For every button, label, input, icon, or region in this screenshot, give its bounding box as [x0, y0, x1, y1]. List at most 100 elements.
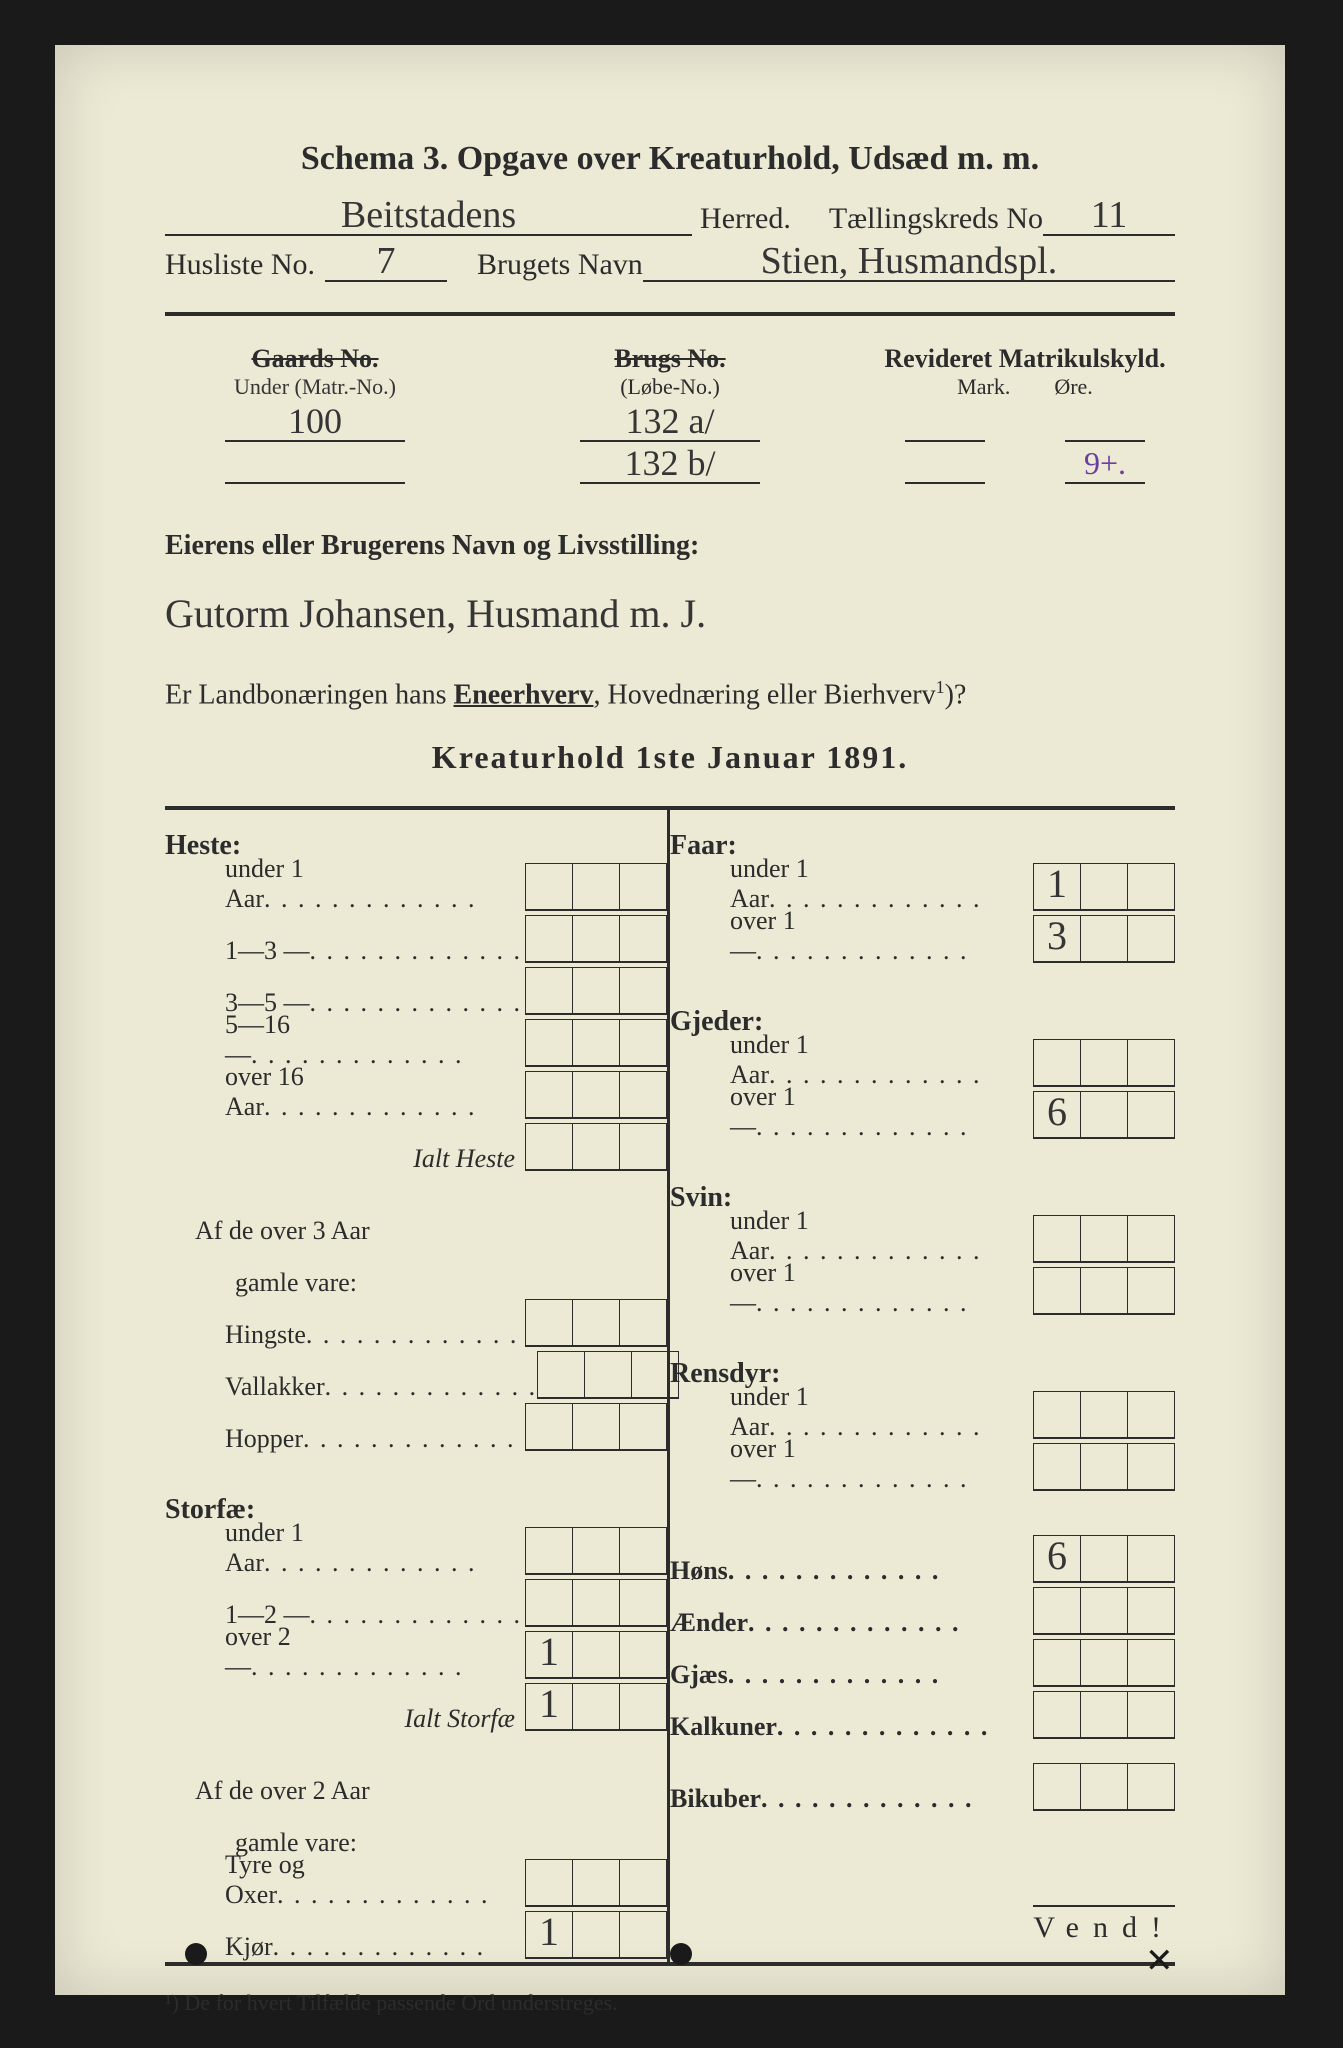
erhverv-line: Er Landbonæringen hans Eneerhverv, Hoved… — [165, 677, 1175, 711]
value-cell — [1128, 1267, 1175, 1315]
value-cell — [620, 1579, 667, 1627]
value-cell — [1033, 1639, 1081, 1687]
value-cells: 1 — [525, 1683, 667, 1734]
value-cells — [1033, 1267, 1175, 1318]
value-cell — [525, 1527, 573, 1575]
table-row: over 16 Aar — [165, 1070, 667, 1122]
row-label: Hopper — [165, 1424, 525, 1454]
value-cell — [525, 967, 573, 1015]
brugs-value-1: 132 a/ — [580, 404, 760, 442]
gaards-value: 100 — [225, 404, 405, 442]
table-row: Kjør1 — [165, 1910, 667, 1962]
content-area: Schema 3. Opgave over Kreaturhold, Udsæd… — [165, 140, 1175, 2038]
table-row: Bikuber — [670, 1762, 1175, 1814]
row-label: over 1 — — [670, 906, 1033, 966]
row-label: under 1 Aar — [670, 1030, 1033, 1090]
table-title: Kreaturhold 1ste Januar 1891. — [165, 739, 1175, 776]
value-cells: 1 — [1033, 863, 1175, 914]
taellingskreds-value: 11 — [1043, 200, 1175, 236]
owner-value: Gutorm Johansen, Husmand m. J. — [165, 590, 1175, 637]
ore-value: 9+. — [1065, 446, 1145, 484]
value-cell: 1 — [525, 1911, 573, 1959]
value-cell — [620, 1403, 667, 1451]
value-cell — [1128, 1763, 1175, 1811]
punch-hole-mid — [670, 1943, 692, 1965]
value-cell — [525, 863, 573, 911]
value-cell — [1081, 1267, 1128, 1315]
value-cell — [573, 1071, 620, 1119]
matrikul-row: Gaards No. Under (Matr.-No.) 100 Brugs N… — [165, 344, 1175, 484]
value-cell — [1081, 1587, 1128, 1635]
gaards-matr-label: Under (Matr.-No.) — [165, 374, 465, 400]
value-cell — [525, 1403, 573, 1451]
ore-label: Øre. — [1054, 374, 1092, 399]
value-cell — [1033, 1391, 1081, 1439]
value-cell — [1128, 1215, 1175, 1263]
value-cell — [1081, 1691, 1128, 1739]
value-cell — [1128, 1091, 1175, 1139]
form-title: Schema 3. Opgave over Kreaturhold, Udsæd… — [165, 140, 1175, 178]
row-label: over 2 — — [165, 1622, 525, 1682]
value-cells: 3 — [1033, 915, 1175, 966]
value-cell — [1081, 1039, 1128, 1087]
value-cell — [1033, 1267, 1081, 1315]
vend-label: Vend! — [1033, 1905, 1175, 1945]
brugs-no-label: Brugs No. — [520, 344, 820, 374]
value-cell — [620, 1859, 667, 1907]
husliste-value: 7 — [325, 246, 447, 282]
row-label: Bikuber — [670, 1784, 1033, 1814]
value-cell — [573, 1299, 620, 1347]
row-label: under 1 Aar — [670, 1206, 1033, 1266]
value-cells — [1033, 1215, 1175, 1266]
row-label: Gjæs — [670, 1660, 1033, 1690]
value-cell — [1128, 1391, 1175, 1439]
mark-ore-labels: Mark. Øre. — [875, 374, 1175, 400]
matrikul-revideret: Revideret Matrikulskyld. Mark. Øre. 9+. — [875, 344, 1175, 484]
table-row: Ænder — [670, 1586, 1175, 1638]
table-row: under 1 Aar — [165, 1526, 667, 1578]
value-cell — [573, 1403, 620, 1451]
value-cell — [525, 1579, 573, 1627]
table-row: Af de over 3 Aar — [165, 1194, 667, 1246]
row-label: Høns — [670, 1556, 1033, 1586]
value-cell — [1033, 1587, 1081, 1635]
value-cell — [525, 915, 573, 963]
value-cell — [573, 1527, 620, 1575]
header-row-1: Beitstadens Herred. Tællingskreds No 11 — [165, 200, 1175, 236]
ore-blank-1 — [1065, 404, 1145, 442]
value-cells — [1033, 1639, 1175, 1690]
value-cell — [620, 1019, 667, 1067]
value-cells — [525, 1071, 667, 1122]
value-cells — [525, 915, 667, 966]
gaards-blank-2 — [225, 446, 405, 484]
value-cells — [525, 1527, 667, 1578]
row-label: Af de over 3 Aar — [165, 1216, 667, 1246]
row-spacer — [670, 1742, 1175, 1762]
value-cell — [573, 1683, 620, 1731]
value-cell — [1081, 1215, 1128, 1263]
taellingskreds-label: Tællingskreds No — [829, 202, 1043, 236]
row-spacer — [670, 966, 1175, 986]
value-cell — [1081, 1639, 1128, 1687]
row-label: Ænder — [670, 1608, 1033, 1638]
herred-label: Herred. — [700, 202, 791, 236]
value-cells — [1033, 1691, 1175, 1742]
value-cell — [573, 1911, 620, 1959]
revideret-label: Revideret Matrikulskyld. — [875, 344, 1175, 374]
table-row: Af de over 2 Aar — [165, 1754, 667, 1806]
herred-value: Beitstadens — [165, 200, 692, 236]
value-cells — [1033, 1039, 1175, 1090]
value-cells: 6 — [1033, 1535, 1175, 1586]
value-cell: 6 — [1033, 1091, 1081, 1139]
value-cell — [1128, 915, 1175, 963]
mark-value — [905, 404, 985, 442]
value-cells: 6 — [1033, 1091, 1175, 1142]
value-cell — [620, 1911, 667, 1959]
value-cell — [1033, 1443, 1081, 1491]
row-label: under 1 Aar — [670, 1382, 1033, 1442]
row-spacer — [670, 1514, 1175, 1534]
punch-hole-left — [185, 1943, 207, 1965]
table-row: Vallakker — [165, 1350, 667, 1402]
value-cells — [525, 1403, 667, 1454]
value-cell — [1128, 1587, 1175, 1635]
